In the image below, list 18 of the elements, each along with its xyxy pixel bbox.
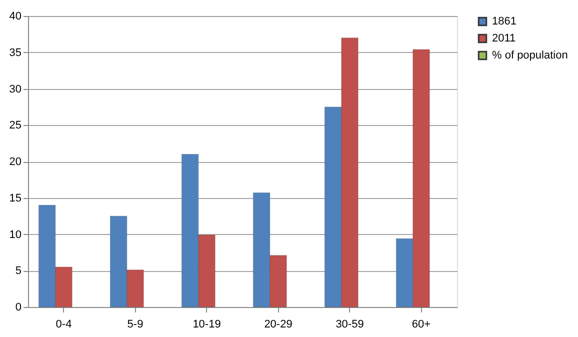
y-tick-label: 5 bbox=[15, 265, 22, 278]
y-tick-label: 35 bbox=[9, 46, 22, 59]
x-tick-label: 0-4 bbox=[56, 318, 72, 330]
y-tick-label: 0 bbox=[15, 302, 22, 314]
legend-label: 2011 bbox=[492, 32, 516, 44]
x-tick-label: 10-19 bbox=[192, 318, 221, 330]
x-tick-label: 60+ bbox=[412, 318, 431, 330]
x-tick-label: 20-29 bbox=[264, 318, 292, 330]
y-tick-label: 40 bbox=[9, 10, 22, 22]
y-tick-label: 20 bbox=[9, 156, 22, 168]
y-tick-label: 25 bbox=[9, 120, 22, 132]
y-tick-label: 30 bbox=[9, 83, 22, 96]
y-tick-label: 15 bbox=[9, 192, 22, 204]
legend-label: 1861 bbox=[492, 16, 516, 28]
x-tick-label: 5-9 bbox=[127, 318, 144, 330]
y-tick-label: 10 bbox=[9, 228, 22, 241]
x-tick-label: 30-59 bbox=[336, 318, 364, 330]
legend-label: % of population bbox=[492, 50, 568, 62]
